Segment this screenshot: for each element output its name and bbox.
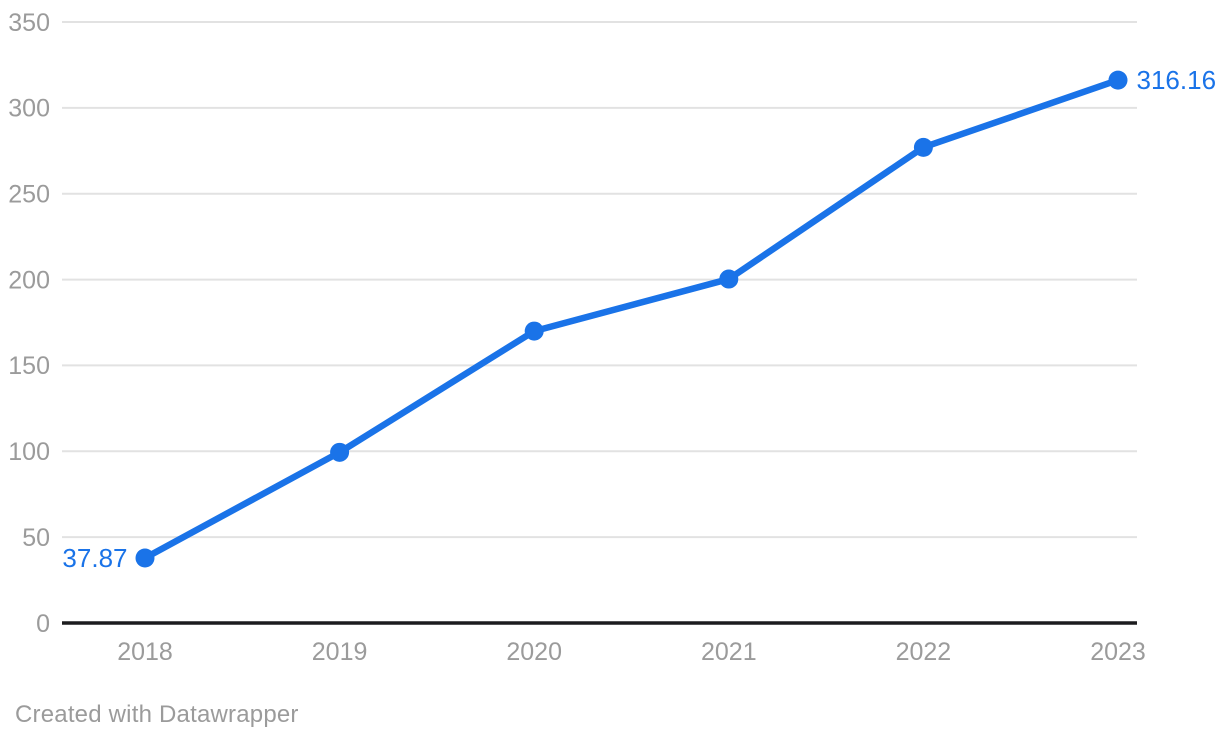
x-tick-label: 2020 <box>506 638 562 666</box>
data-point-2022[interactable] <box>913 137 933 157</box>
y-tick-label: 350 <box>8 9 50 37</box>
datawrapper-credit: Created with Datawrapper <box>15 701 299 728</box>
y-tick-label: 100 <box>8 438 50 466</box>
x-tick-label: 2019 <box>312 638 368 666</box>
x-tick-label: 2018 <box>117 638 173 666</box>
data-point-2020[interactable] <box>524 321 544 341</box>
y-tick-label: 250 <box>8 180 50 208</box>
y-tick-label: 50 <box>22 524 50 552</box>
y-tick-label: 200 <box>8 266 50 294</box>
line-chart-canvas: 0 50 100 150 200 250 300 350 2018 2019 2020 2021 202… <box>8 9 1217 666</box>
y-tick-label: 0 <box>36 610 50 638</box>
data-point-2019[interactable] <box>330 442 350 462</box>
value-label-first: 37.87 <box>62 543 127 573</box>
data-point-2018[interactable] <box>135 548 155 568</box>
data-line <box>141 76 1122 562</box>
data-point-2023[interactable] <box>1108 70 1128 90</box>
data-point-2021[interactable] <box>719 269 739 289</box>
x-tick-label: 2021 <box>701 638 757 666</box>
value-label-last: 316.16 <box>1137 65 1217 95</box>
x-tick-label: 2022 <box>896 638 952 666</box>
x-tick-label: 2023 <box>1090 638 1146 666</box>
y-tick-label: 150 <box>8 352 50 380</box>
y-tick-label: 300 <box>8 95 50 123</box>
